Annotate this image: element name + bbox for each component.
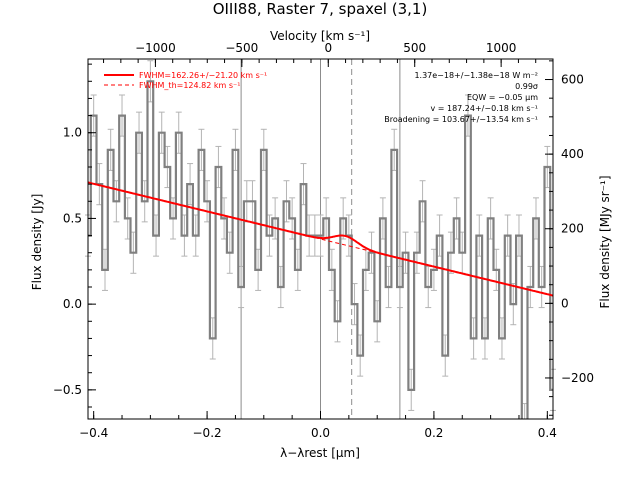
legend-label: FWHM_th=124.82 km s⁻¹	[139, 81, 240, 90]
right-tick-label: 600	[561, 73, 584, 87]
x-tick-label: 0.0	[311, 426, 330, 440]
annotation-text: 1.37e−18+/−1.38e−18 W m⁻²	[414, 71, 538, 80]
top-tick-label: −1000	[135, 41, 176, 55]
annotation-text: 0.99σ	[515, 82, 538, 91]
y-tick-label: −0.5	[53, 383, 82, 397]
y-tick-label: 0.0	[63, 297, 82, 311]
fit-line	[87, 181, 554, 297]
legend-label: FWHM=162.26+/−21.20 km s⁻¹	[139, 71, 267, 80]
right-tick-label: 200	[561, 222, 584, 236]
annotation-text: Broadening = 103.67+/−13.54 km s⁻¹	[384, 115, 538, 124]
annotations: 1.37e−18+/−1.38e−18 W m⁻² 0.99σ EQW = −0.0…	[384, 71, 538, 124]
x-tick-label: 0.4	[538, 426, 557, 440]
right-tick-label: 400	[561, 147, 584, 161]
chart-title: OIII88, Raster 7, spaxel (3,1)	[213, 0, 428, 18]
y-tick-label: 0.5	[63, 211, 82, 225]
data-layer	[85, 60, 556, 419]
axes: −0.4 −0.2 0.0 0.2 0.4 −0.5 0.0 0.5 1.0 −200 0 200 40…	[53, 41, 594, 440]
annotation-text: v = 187.24+/−0.18 km s⁻¹	[430, 104, 538, 113]
right-tick-label: 0	[561, 296, 569, 310]
y-axis-label: Flux density [Jy]	[30, 194, 44, 291]
x-tick-label: 0.2	[424, 426, 443, 440]
x-tick-label: −0.4	[79, 426, 108, 440]
top-tick-label: 500	[403, 41, 426, 55]
top-tick-label: 0	[324, 41, 332, 55]
top-tick-label: −500	[225, 41, 258, 55]
theoretical-fit-line	[314, 237, 378, 254]
top-axis-label: Velocity [km s⁻¹]	[270, 29, 370, 43]
right-axis-label: Flux density [MJy sr⁻¹]	[598, 175, 612, 308]
legend: FWHM=162.26+/−21.20 km s⁻¹FWHM_th=124.82…	[104, 71, 267, 90]
spectrum-step-line	[88, 80, 553, 419]
top-tick-label: 1000	[486, 41, 517, 55]
y-tick-label: 1.0	[63, 126, 82, 140]
right-tick-label: −200	[561, 371, 594, 385]
x-tick-label: −0.2	[193, 426, 222, 440]
x-axis-label: λ−λrest [μm]	[280, 446, 360, 460]
annotation-text: EQW = −0.05 μm	[467, 93, 538, 102]
